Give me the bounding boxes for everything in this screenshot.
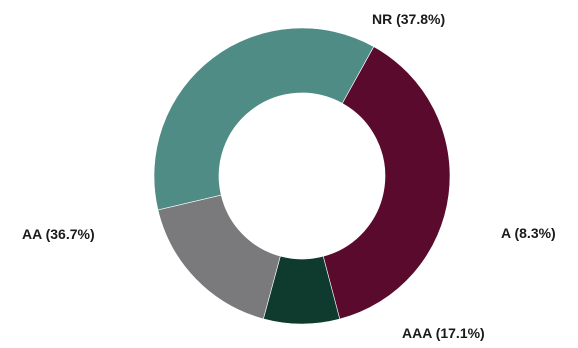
slice-label-aaa: AAA (17.1%) [402,325,485,341]
slice-label-aa: AA (36.7%) [22,226,95,242]
slice-label-a: A (8.3%) [501,225,556,241]
donut-slices [153,27,451,325]
slice-label-nr: NR (37.8%) [372,11,445,27]
donut-hole [219,93,385,259]
